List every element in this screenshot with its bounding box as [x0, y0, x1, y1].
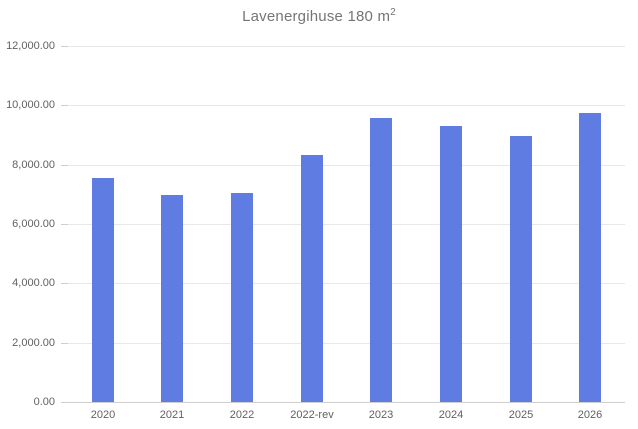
y-axis-label: 0.00: [33, 396, 55, 408]
y-gridline: [68, 46, 625, 47]
y-gridline: [68, 283, 625, 284]
bar-2020: [92, 178, 114, 402]
chart-title-superscript: 2: [390, 7, 396, 18]
y-axis-label: 6,000.00: [12, 218, 55, 230]
y-axis-tick: [61, 402, 68, 403]
y-axis-tick: [61, 105, 68, 106]
y-axis-label: 10,000.00: [6, 99, 55, 111]
y-axis-tick: [61, 165, 68, 166]
x-axis-label: 2023: [368, 409, 394, 421]
y-gridline: [68, 165, 625, 166]
x-axis-label: 2021: [159, 409, 185, 421]
x-axis-label: 2022: [229, 409, 255, 421]
y-gridline: [68, 224, 625, 225]
bar-2026: [579, 113, 601, 402]
y-axis-tick: [61, 343, 68, 344]
chart-title: Lavenergihuse 180 m2: [0, 7, 638, 27]
y-axis-tick: [61, 283, 68, 284]
x-axis-label: 2025: [508, 409, 534, 421]
x-axis-label: 2022-rev: [290, 409, 334, 421]
bar-2022: [231, 193, 253, 402]
x-axis-line: [68, 402, 625, 403]
chart-title-text: Lavenergihuse 180 m: [242, 8, 391, 25]
bar-2021: [161, 195, 183, 402]
y-gridline: [68, 343, 625, 344]
bar-2025: [510, 136, 532, 402]
x-axis-label: 2026: [577, 409, 603, 421]
y-axis-label: 8,000.00: [12, 159, 55, 171]
bar-2023: [370, 118, 392, 402]
y-axis-label: 12,000.00: [6, 40, 55, 52]
x-axis-label: 2024: [438, 409, 464, 421]
bar-2022-rev: [301, 155, 323, 402]
y-axis-label: 4,000.00: [12, 277, 55, 289]
y-axis-tick: [61, 224, 68, 225]
y-axis-tick: [61, 46, 68, 47]
bar-2024: [440, 126, 462, 402]
y-axis-label: 2,000.00: [12, 337, 55, 349]
y-gridline: [68, 105, 625, 106]
x-axis-label: 2020: [90, 409, 116, 421]
